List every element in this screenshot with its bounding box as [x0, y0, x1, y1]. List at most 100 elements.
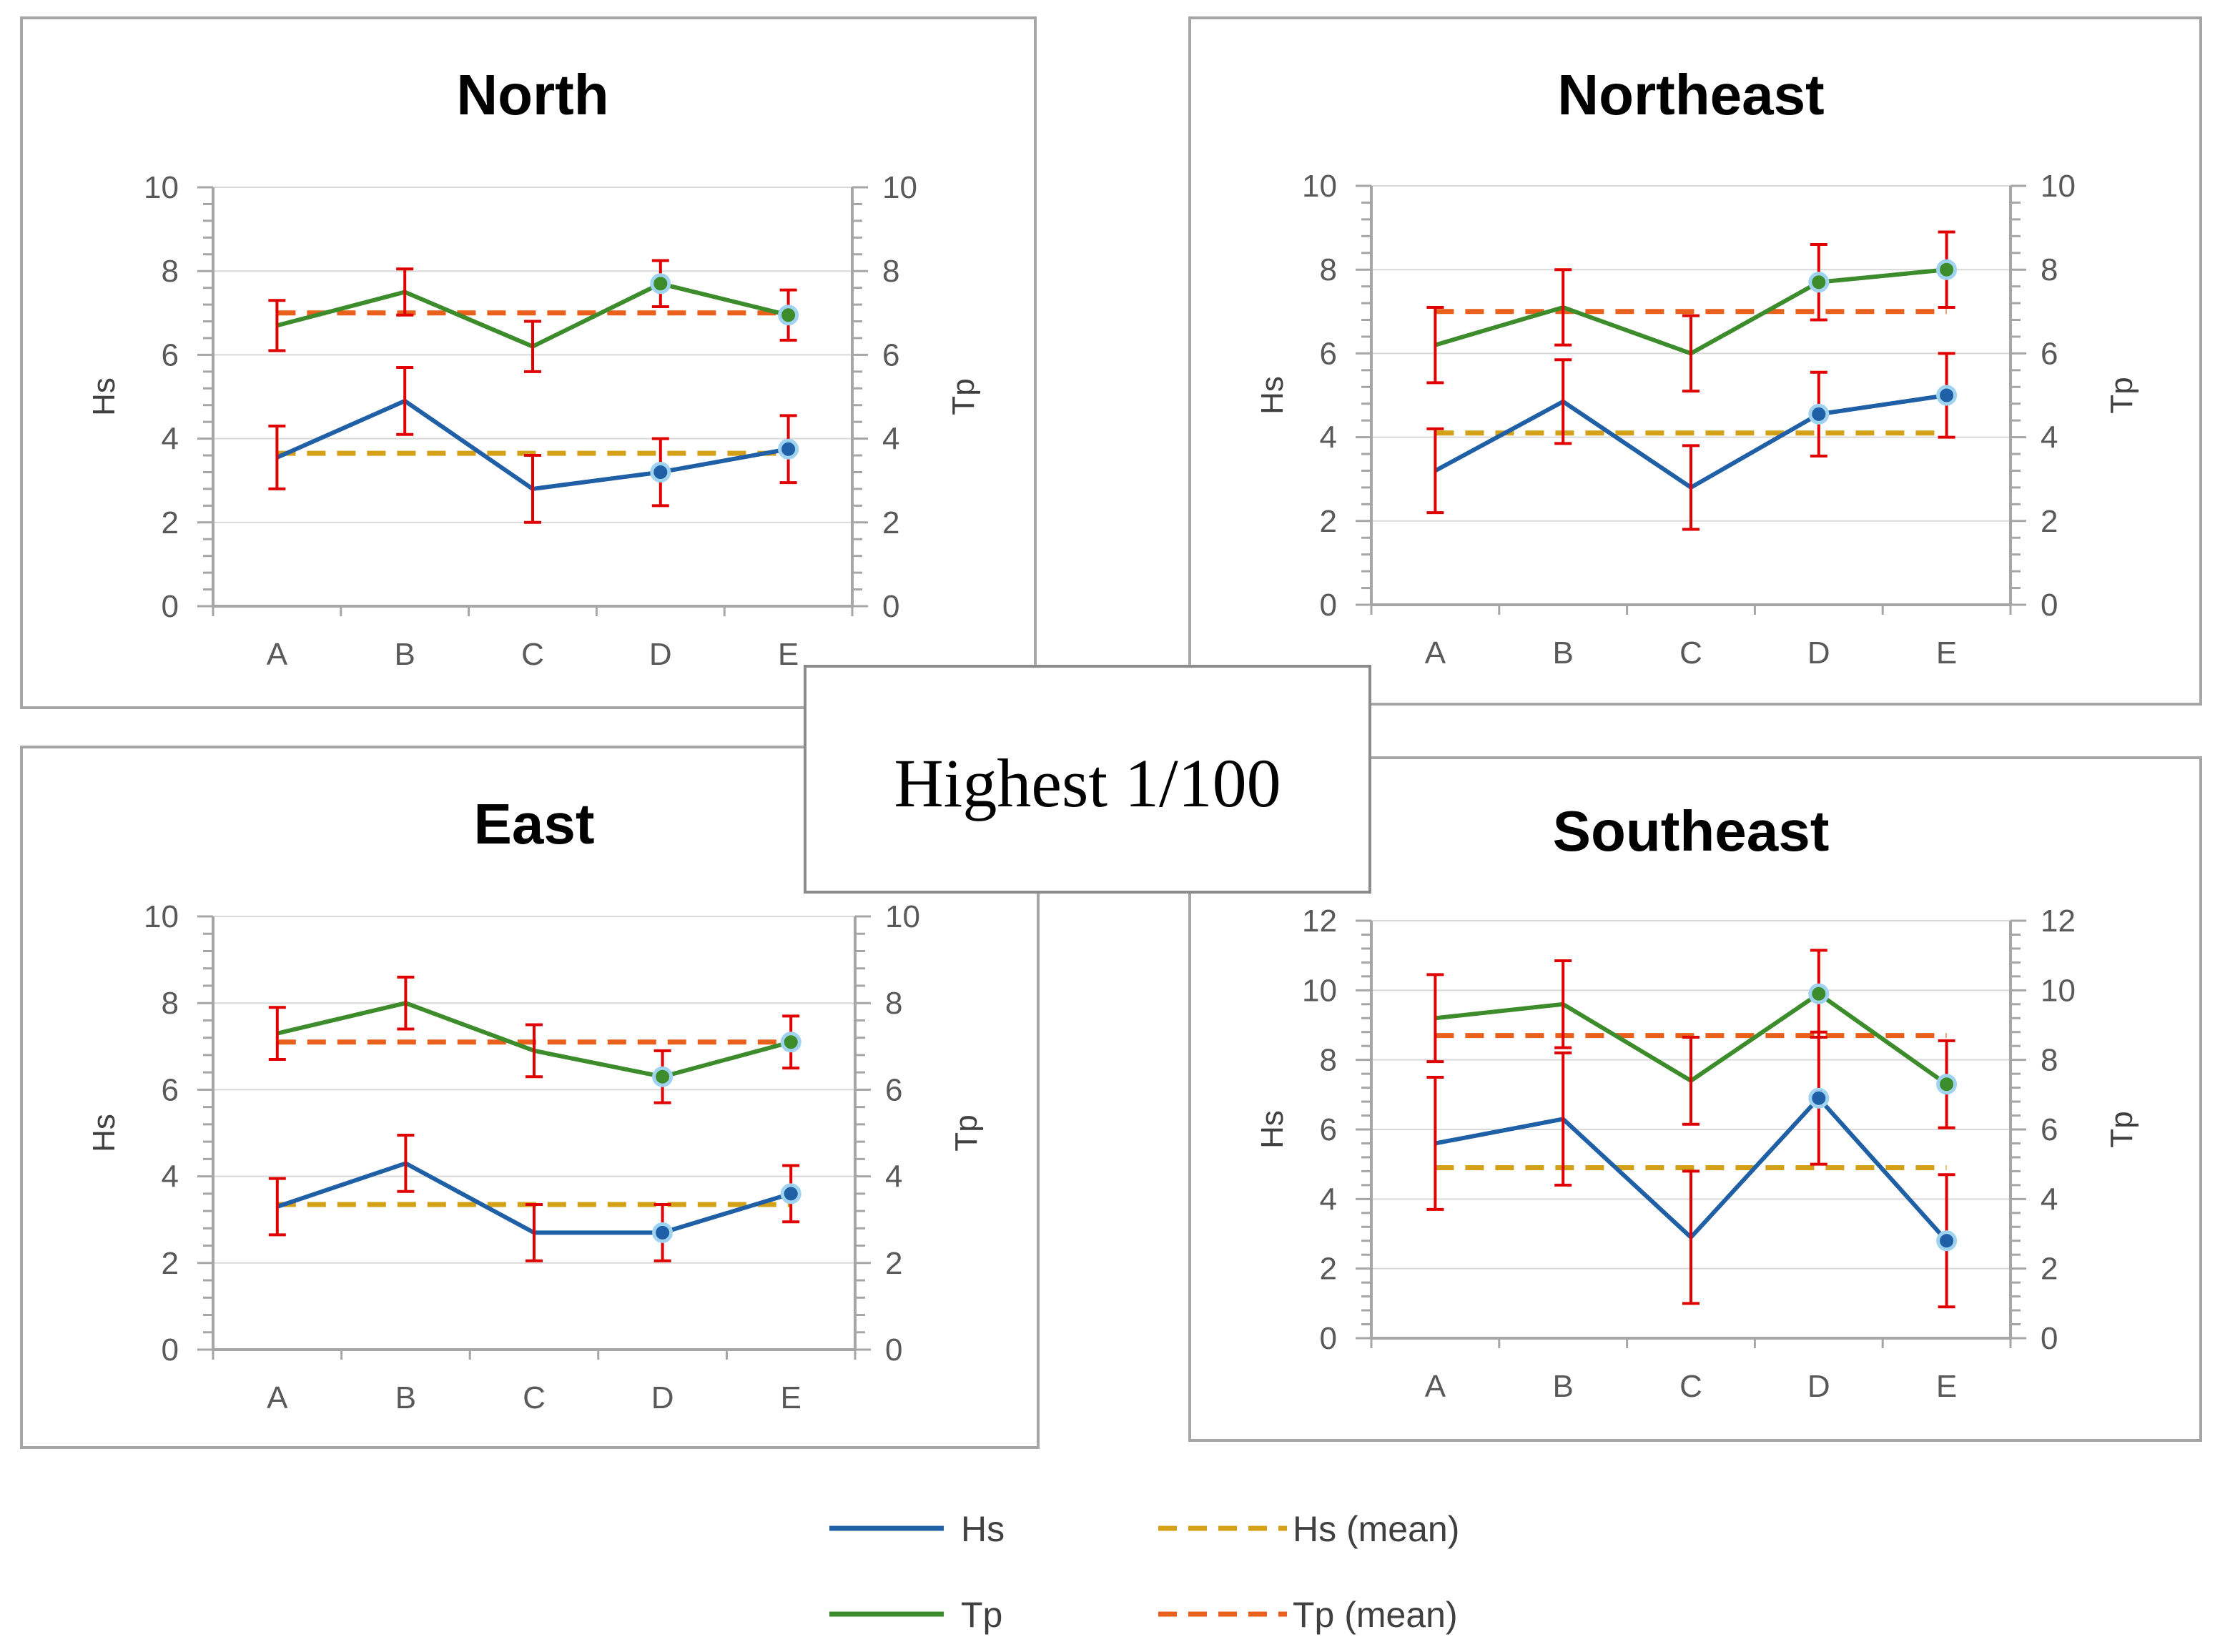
northeast-right-tick-label: 0: [2041, 588, 2058, 623]
north-y2-axis-label: Tp: [946, 378, 981, 415]
north-hs-error-bar: [268, 425, 286, 490]
southeast-hs-marker: [1936, 1230, 1958, 1252]
north-panel-frame: [20, 16, 1037, 709]
east-tp-marker: [652, 1066, 674, 1087]
northeast-category-label: E: [1936, 635, 1957, 671]
southeast-tp-marker: [1808, 983, 1830, 1004]
southeast-right-tick-label: 2: [2041, 1252, 2058, 1287]
north-tp-error-bar: [268, 299, 286, 352]
northeast-left-tick-label: 8: [1320, 252, 1337, 287]
northeast-category-label: C: [1679, 635, 1702, 671]
legend-label: Hs: [961, 1509, 1005, 1549]
north-category-label: B: [395, 637, 415, 672]
east-category-label: C: [523, 1380, 546, 1415]
center-label-box: Highest 1/100: [804, 665, 1371, 894]
southeast-hs-marker: [1808, 1087, 1830, 1109]
northeast-tp-error-bar: [1682, 314, 1700, 393]
east-tp-marker: [780, 1032, 801, 1053]
east-right-tick-label: 8: [885, 986, 902, 1021]
southeast-right-tick-label: 12: [2041, 904, 2076, 939]
southeast-category-label: A: [1425, 1369, 1446, 1404]
legend-item-hs-mean: Hs (mean): [1158, 1509, 1459, 1549]
north-right-tick-label: 0: [882, 589, 899, 624]
southeast-left-tick-label: 2: [1320, 1252, 1337, 1287]
southeast-tp-error-bar: [1554, 959, 1572, 1049]
legend-label: Tp (mean): [1293, 1595, 1458, 1635]
legend-item-tp: Tp: [829, 1595, 1002, 1635]
north-category-label: D: [649, 637, 672, 672]
north-hs-marker: [650, 461, 671, 483]
southeast-category-label: B: [1553, 1369, 1574, 1404]
north-tp-marker: [778, 305, 799, 326]
southeast-right-tick-label: 0: [2041, 1321, 2058, 1356]
east-right-tick-label: 4: [885, 1159, 902, 1195]
north-tp-error-bar: [396, 267, 414, 317]
southeast-right-tick-label: 4: [2041, 1182, 2058, 1217]
southeast-left-tick-label: 10: [1302, 973, 1337, 1008]
southeast-title: Southeast: [1553, 799, 1830, 863]
east-left-tick-label: 0: [162, 1332, 179, 1367]
northeast-right-tick-label: 6: [2041, 336, 2058, 371]
northeast-left-tick-label: 2: [1320, 504, 1337, 539]
east-category-label: A: [267, 1380, 288, 1415]
east-right-tick-label: 2: [885, 1246, 902, 1281]
north-chart-panel: North 0 0 2 2 4 4 6 6 8 8 10 10 A B C D E Hs Tp: [20, 16, 1037, 709]
northeast-tp-marker: [1936, 259, 1958, 280]
southeast-right-tick-label: 10: [2041, 973, 2076, 1008]
southeast-category-label: E: [1936, 1369, 1957, 1404]
northeast-hs-error-bar: [1554, 358, 1572, 445]
northeast-category-label: A: [1425, 635, 1446, 671]
east-title: East: [474, 792, 595, 856]
northeast-hs-error-bar: [1426, 427, 1444, 515]
east-tp-error-bar: [526, 1023, 543, 1079]
southeast-left-tick-label: 0: [1320, 1321, 1337, 1356]
east-y-axis-label: Hs: [87, 1114, 122, 1152]
southeast-left-tick-label: 6: [1320, 1112, 1337, 1147]
legend-item-tp-mean: Tp (mean): [1158, 1595, 1458, 1635]
north-y-axis-label: Hs: [87, 377, 122, 416]
northeast-left-tick-label: 0: [1320, 588, 1337, 623]
northeast-left-tick-label: 4: [1320, 420, 1337, 455]
northeast-category-label: B: [1553, 635, 1574, 671]
center-label: Highest 1/100: [894, 745, 1281, 821]
east-y2-axis-label: Tp: [949, 1114, 984, 1151]
southeast-tp-marker: [1936, 1074, 1958, 1095]
east-right-tick-label: 10: [885, 899, 920, 934]
north-right-tick-label: 4: [882, 422, 899, 457]
southeast-hs-error-bar: [1682, 1169, 1700, 1305]
southeast-category-label: D: [1807, 1369, 1830, 1404]
legend-item-hs: Hs: [829, 1509, 1005, 1549]
southeast-tp-error-bar: [1426, 973, 1444, 1064]
northeast-chart-panel: Northeast 0 0 2 2 4 4 6 6 8 8 10 10 A B C D E Hs Tp: [1188, 16, 2202, 706]
north-tp-error-bar: [524, 320, 541, 373]
north-left-tick-label: 8: [162, 254, 179, 289]
northeast-hs-error-bar: [1682, 444, 1700, 531]
southeast-y-axis-label: Hs: [1255, 1110, 1290, 1149]
northeast-left-tick-label: 10: [1302, 169, 1337, 204]
northeast-title: Northeast: [1557, 63, 1824, 127]
legend-label: Hs (mean): [1293, 1509, 1459, 1549]
northeast-y-axis-label: Hs: [1255, 376, 1290, 415]
northeast-right-tick-label: 4: [2041, 420, 2058, 455]
northeast-hs-marker: [1808, 403, 1830, 425]
north-category-label: C: [521, 637, 544, 672]
north-right-tick-label: 10: [882, 170, 917, 205]
north-left-tick-label: 2: [162, 505, 179, 540]
east-left-tick-label: 2: [162, 1246, 179, 1281]
east-left-tick-label: 8: [162, 986, 179, 1021]
northeast-tp-marker: [1808, 272, 1830, 293]
east-left-tick-label: 4: [162, 1159, 179, 1195]
east-tp-error-bar: [268, 1006, 286, 1061]
southeast-left-tick-label: 4: [1320, 1182, 1337, 1217]
north-hs-error-bar: [524, 454, 541, 524]
north-tp-marker: [650, 273, 671, 295]
southeast-y2-axis-label: Tp: [2104, 1111, 2139, 1147]
north-title: North: [456, 63, 608, 127]
north-right-tick-label: 2: [882, 505, 899, 540]
east-hs-error-bar: [397, 1134, 415, 1193]
northeast-hs-marker: [1936, 385, 1958, 406]
southeast-right-tick-label: 6: [2041, 1112, 2058, 1147]
southeast-hs-error-bar: [1554, 1051, 1572, 1187]
northeast-right-tick-label: 10: [2041, 169, 2076, 204]
